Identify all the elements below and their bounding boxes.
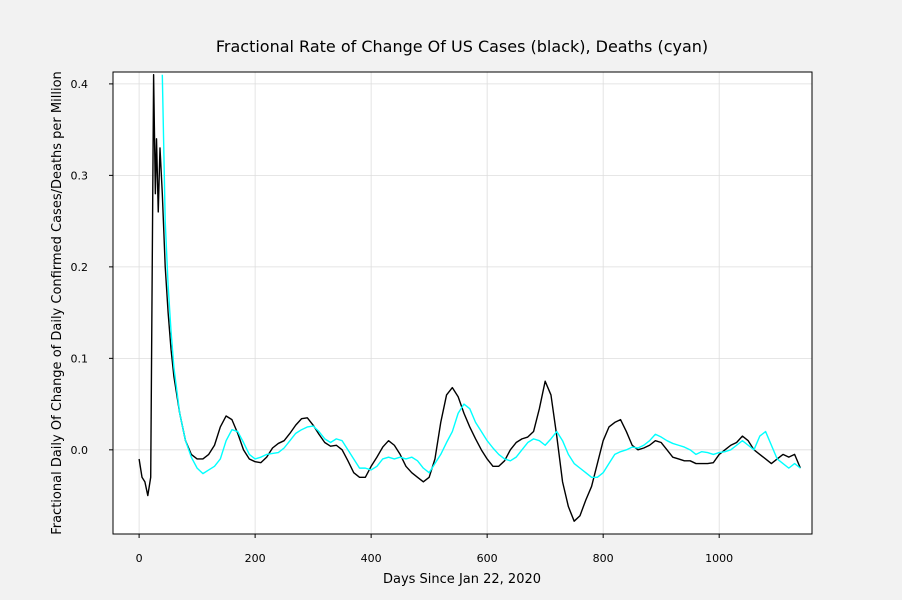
plot-frame bbox=[112, 71, 813, 535]
x-tick-label: 0 bbox=[136, 552, 143, 565]
plot-area bbox=[113, 72, 812, 534]
y-tick-label: 0.4 bbox=[71, 78, 89, 91]
y-axis-label: Fractional Daily Of Change of Daily Conf… bbox=[50, 71, 65, 535]
chart-title: Fractional Rate of Change Of US Cases (b… bbox=[216, 37, 708, 56]
y-tick-label: 0.1 bbox=[71, 352, 89, 365]
series-line bbox=[138, 74, 802, 522]
series-line bbox=[161, 74, 801, 478]
x-tick-label: 600 bbox=[477, 552, 498, 565]
y-tick-label: 0.0 bbox=[71, 444, 89, 457]
y-tick-label: 0.2 bbox=[71, 261, 89, 274]
y-tick-label: 0.3 bbox=[71, 169, 89, 182]
x-axis-label: Days Since Jan 22, 2020 bbox=[383, 572, 541, 587]
x-tick-label: 1000 bbox=[705, 552, 733, 565]
x-tick-label: 400 bbox=[361, 552, 382, 565]
x-tick-label: 800 bbox=[593, 552, 614, 565]
x-tick-label: 200 bbox=[245, 552, 266, 565]
